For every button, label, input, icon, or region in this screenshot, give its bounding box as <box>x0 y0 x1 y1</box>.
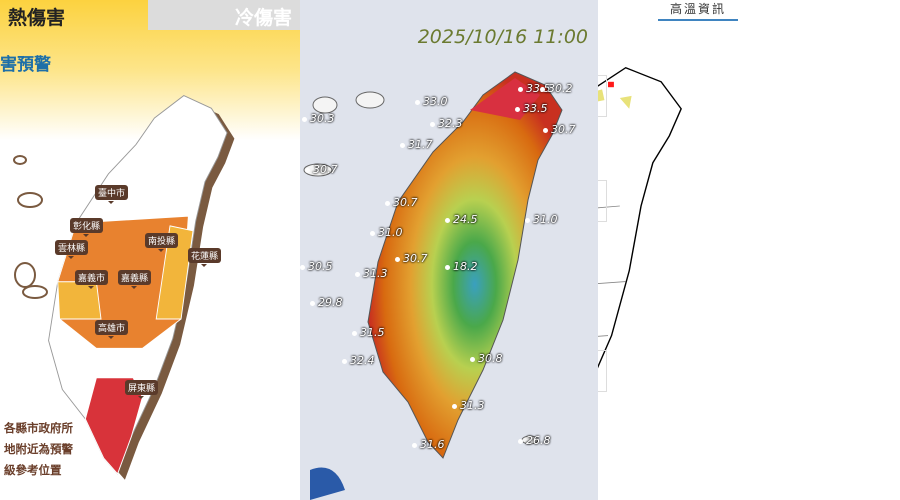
logo-mark <box>310 467 345 500</box>
note-text: 各縣市政府所 地附近為預警 級參考位置 <box>4 418 73 481</box>
county-label: 屏東縣 <box>125 380 159 399</box>
islands <box>13 155 48 299</box>
county-label: 嘉義縣 <box>118 270 152 289</box>
temp-label: 30.7 <box>395 252 428 265</box>
county-label: 彰化縣 <box>70 218 104 237</box>
county-label: 嘉義市 <box>75 270 109 289</box>
side-tab[interactable] <box>598 180 607 222</box>
temp-label: 31.0 <box>525 213 558 226</box>
county-label: 臺中市 <box>95 185 129 204</box>
county-label: 雲林縣 <box>55 240 89 259</box>
temp-label: 30.2 <box>540 82 573 95</box>
region-yellow-chiayi <box>57 281 102 320</box>
region-yellow-hualien <box>155 225 194 320</box>
temp-label: 30.7 <box>385 196 418 209</box>
county-label: 南投縣 <box>145 233 179 252</box>
heat-injury-panel: 熱傷害 冷傷害 害預警 臺中市 彰化縣 南投縣 花蓮縣 雲林縣 嘉義市 嘉義縣 … <box>0 0 300 500</box>
yellow-area-north <box>598 89 605 102</box>
temp-label: 24.5 <box>445 213 478 226</box>
side-tab[interactable] <box>598 75 607 117</box>
temp-label: 30.7 <box>543 123 576 136</box>
temp-label: 31.7 <box>400 138 433 151</box>
temp-label: 26.8 <box>518 434 551 447</box>
temp-label: 31.3 <box>452 399 485 412</box>
high-temp-info-title: 高溫資訊 <box>658 0 738 21</box>
tab-cold-injury[interactable]: 冷傷害 <box>148 0 300 30</box>
temp-label: 31.5 <box>352 326 385 339</box>
temp-label: 31.6 <box>412 438 445 451</box>
temp-label: 31.3 <box>355 267 388 280</box>
temp-label: 30.7 <box>305 163 338 176</box>
note-line: 地附近為預警 <box>4 442 73 456</box>
note-line: 各縣市政府所 <box>4 421 73 435</box>
temp-label: 30.3 <box>302 112 335 125</box>
panel-subtitle: 害預警 <box>0 55 51 75</box>
temp-label: 32.4 <box>342 354 375 367</box>
side-tab[interactable] <box>598 350 607 392</box>
temp-label: 33.0 <box>415 95 448 108</box>
temp-label: 29.8 <box>310 296 343 309</box>
temp-label: 30.8 <box>470 352 503 365</box>
temp-label: 31.0 <box>370 226 403 239</box>
timestamp: 2025/10/16 11:00 <box>417 26 588 48</box>
temperature-map <box>303 71 563 500</box>
note-line: 級參考位置 <box>4 463 62 477</box>
yellow-area-north2 <box>619 95 632 109</box>
tab-heat-injury[interactable]: 熱傷害 <box>8 7 66 29</box>
high-temperature-info-panel <box>598 0 900 500</box>
temp-label: 30.5 <box>300 260 333 273</box>
county-label: 高雄市 <box>95 320 129 339</box>
temperature-map-panel: 2025/10/16 11:00 33.5 30.2 33.0 33.5 32.… <box>300 0 598 500</box>
taiwan-outline <box>598 67 682 369</box>
red-area <box>608 81 614 88</box>
temp-label: 18.2 <box>445 260 478 273</box>
temp-label: 32.3 <box>430 117 463 130</box>
county-label: 花蓮縣 <box>188 248 222 267</box>
temp-label: 33.5 <box>515 102 548 115</box>
high-temp-map <box>598 67 682 369</box>
